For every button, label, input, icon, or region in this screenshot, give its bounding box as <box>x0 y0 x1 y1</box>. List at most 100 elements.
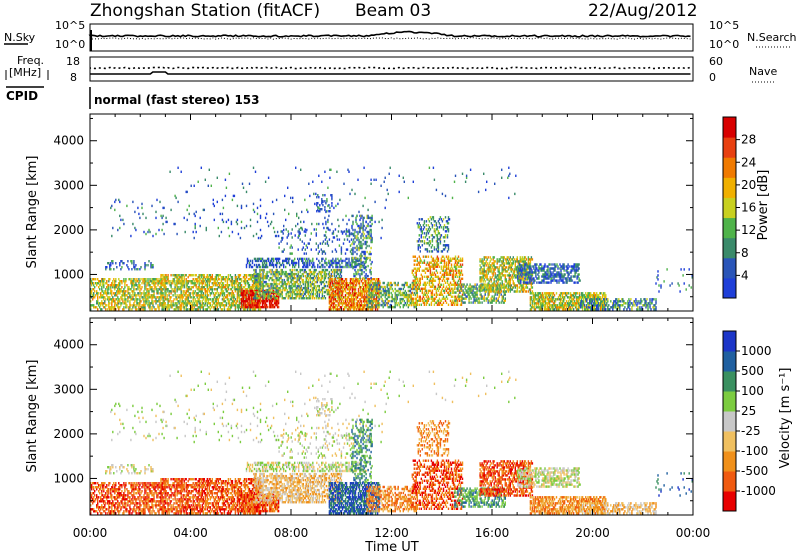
power-cell <box>141 282 143 285</box>
power-cell <box>176 288 178 291</box>
power-cell <box>168 290 170 293</box>
power-cell <box>189 302 191 305</box>
power-cell <box>134 266 136 269</box>
power-cell <box>252 301 255 305</box>
power-cell <box>127 298 129 301</box>
power-cell <box>123 290 125 293</box>
power-cell <box>177 288 179 291</box>
power-cell <box>302 278 305 282</box>
power-cell <box>153 306 155 309</box>
power-cell <box>118 300 120 303</box>
power-cell <box>241 304 244 307</box>
power-cell <box>231 282 234 285</box>
power-cell <box>426 248 429 251</box>
power-cell <box>118 288 120 291</box>
power-cell <box>232 302 235 305</box>
power-cell <box>175 306 177 309</box>
power-cell <box>176 306 178 309</box>
power-cell <box>234 274 237 277</box>
power-cell <box>221 302 224 305</box>
power-cell <box>222 290 225 293</box>
power-cell <box>160 286 162 289</box>
power-cell <box>243 301 246 305</box>
power-cell <box>149 288 151 291</box>
power-cell <box>178 300 180 303</box>
power-cell <box>125 278 127 281</box>
power-cell <box>229 304 232 307</box>
power-cell <box>200 306 203 309</box>
power-cell <box>222 278 225 281</box>
power-cell <box>249 276 252 279</box>
power-cell <box>144 304 146 307</box>
power-cell <box>352 222 354 226</box>
power-cell <box>423 220 426 223</box>
power-cell <box>342 290 345 293</box>
power-cell <box>217 300 220 303</box>
power-cell <box>234 288 237 291</box>
power-cell <box>149 302 151 305</box>
power-cell <box>217 298 220 301</box>
power-cell <box>147 296 149 299</box>
power-cell <box>227 284 230 287</box>
power-cell <box>133 278 135 281</box>
power-cell <box>180 278 182 281</box>
power-cell <box>135 298 137 301</box>
power-cell <box>220 308 223 311</box>
power-cell <box>134 278 136 281</box>
power-cell <box>144 292 146 295</box>
power-cell <box>113 284 115 287</box>
power-cell <box>178 274 180 277</box>
power-cell <box>163 296 165 299</box>
power-cell <box>117 284 119 287</box>
power-cell <box>229 288 232 291</box>
power-cell <box>363 224 365 228</box>
power-cell <box>210 292 213 295</box>
power-cell <box>172 302 174 305</box>
power-cell <box>418 234 421 237</box>
power-cell <box>158 278 160 281</box>
power-cell <box>202 278 205 281</box>
power-cell <box>107 262 109 265</box>
power-cell <box>163 280 165 283</box>
power-cell <box>234 280 237 283</box>
power-cell <box>170 306 172 309</box>
power-cell <box>227 298 230 301</box>
power-cell <box>232 304 235 307</box>
power-cell <box>104 292 106 295</box>
power-cell <box>157 284 159 287</box>
power-cell <box>98 304 100 307</box>
power-cell <box>170 284 172 287</box>
power-cell <box>214 304 217 307</box>
power-cell <box>414 259 417 262</box>
power-cell <box>181 278 183 281</box>
power-cell <box>418 218 421 221</box>
power-cell <box>183 284 185 287</box>
power-cell <box>207 280 210 283</box>
power-cell <box>332 257 334 261</box>
power-cell <box>384 285 386 289</box>
power-cell <box>248 301 251 305</box>
power-cell <box>147 264 149 267</box>
power-cell <box>196 280 198 283</box>
power-cell <box>125 290 127 293</box>
power-cell <box>301 268 304 272</box>
power-cell <box>350 238 353 241</box>
power-cell <box>335 250 338 253</box>
power-cell <box>135 282 137 285</box>
power-cell <box>191 286 193 289</box>
power-cell <box>108 288 110 291</box>
power-cell <box>167 306 169 309</box>
power-cell <box>193 292 195 295</box>
power-cell <box>190 306 192 309</box>
power-cell <box>143 290 145 293</box>
power-cell <box>166 308 168 311</box>
power-cell <box>216 304 219 307</box>
power-cell <box>139 280 141 283</box>
power-cell <box>251 291 254 295</box>
power-cell <box>152 294 154 297</box>
power-cell <box>182 282 184 285</box>
power-cell <box>237 292 240 295</box>
power-cell <box>332 230 335 233</box>
power-cell <box>128 286 130 289</box>
power-cell <box>93 292 95 295</box>
